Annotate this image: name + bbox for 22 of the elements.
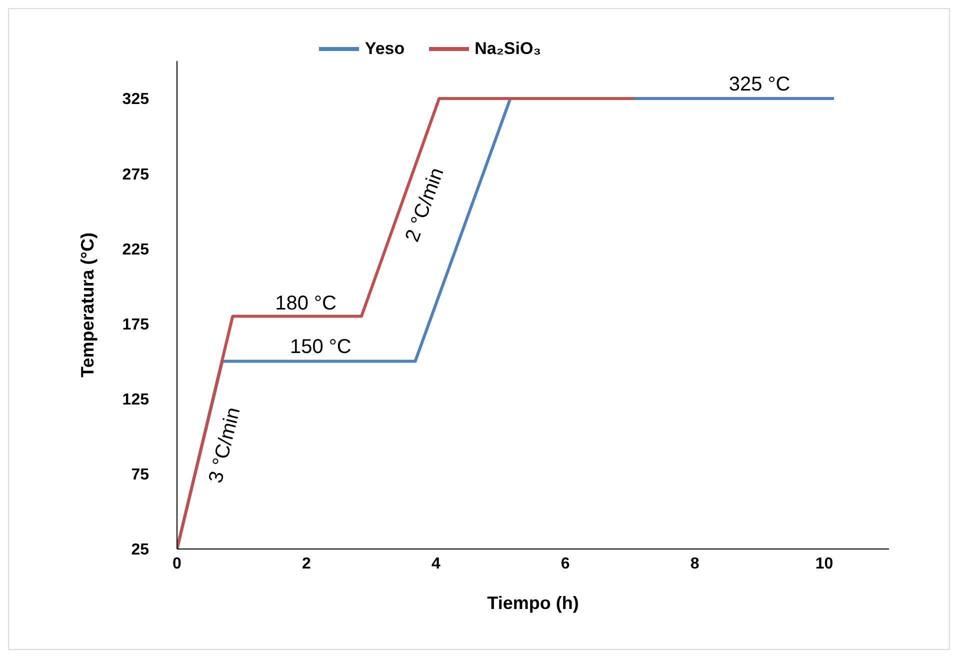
annotation: 2 °C/min xyxy=(401,165,448,245)
y-tick-label: 275 xyxy=(122,166,150,184)
annotation: 180 °C xyxy=(275,292,336,315)
annotation: 325 °C xyxy=(728,73,790,96)
x-tick-label: 10 xyxy=(815,555,834,572)
x-tick-label: 8 xyxy=(690,555,700,572)
x-axis-title: Tiempo (h) xyxy=(487,593,579,613)
annotation: 150 °C xyxy=(290,336,352,358)
y-tick-label: 325 xyxy=(122,91,150,108)
x-tick-label: 2 xyxy=(302,555,311,572)
y-tick-label: 25 xyxy=(131,542,150,559)
legend-label: Yeso xyxy=(364,39,405,59)
y-tick-label: 175 xyxy=(122,316,150,334)
x-tick-label: 4 xyxy=(431,555,440,572)
y-tick-label: 225 xyxy=(122,241,150,258)
legend-label: Na₂SiO₃ xyxy=(474,39,542,59)
x-tick-label: 6 xyxy=(560,555,570,572)
y-tick-label: 75 xyxy=(131,466,150,484)
y-tick-label: 125 xyxy=(122,392,150,409)
y-axis-title: Temperatura (°C) xyxy=(77,232,98,378)
annotation: 3 °C/min xyxy=(204,405,245,486)
x-tick-label: 0 xyxy=(172,555,182,572)
